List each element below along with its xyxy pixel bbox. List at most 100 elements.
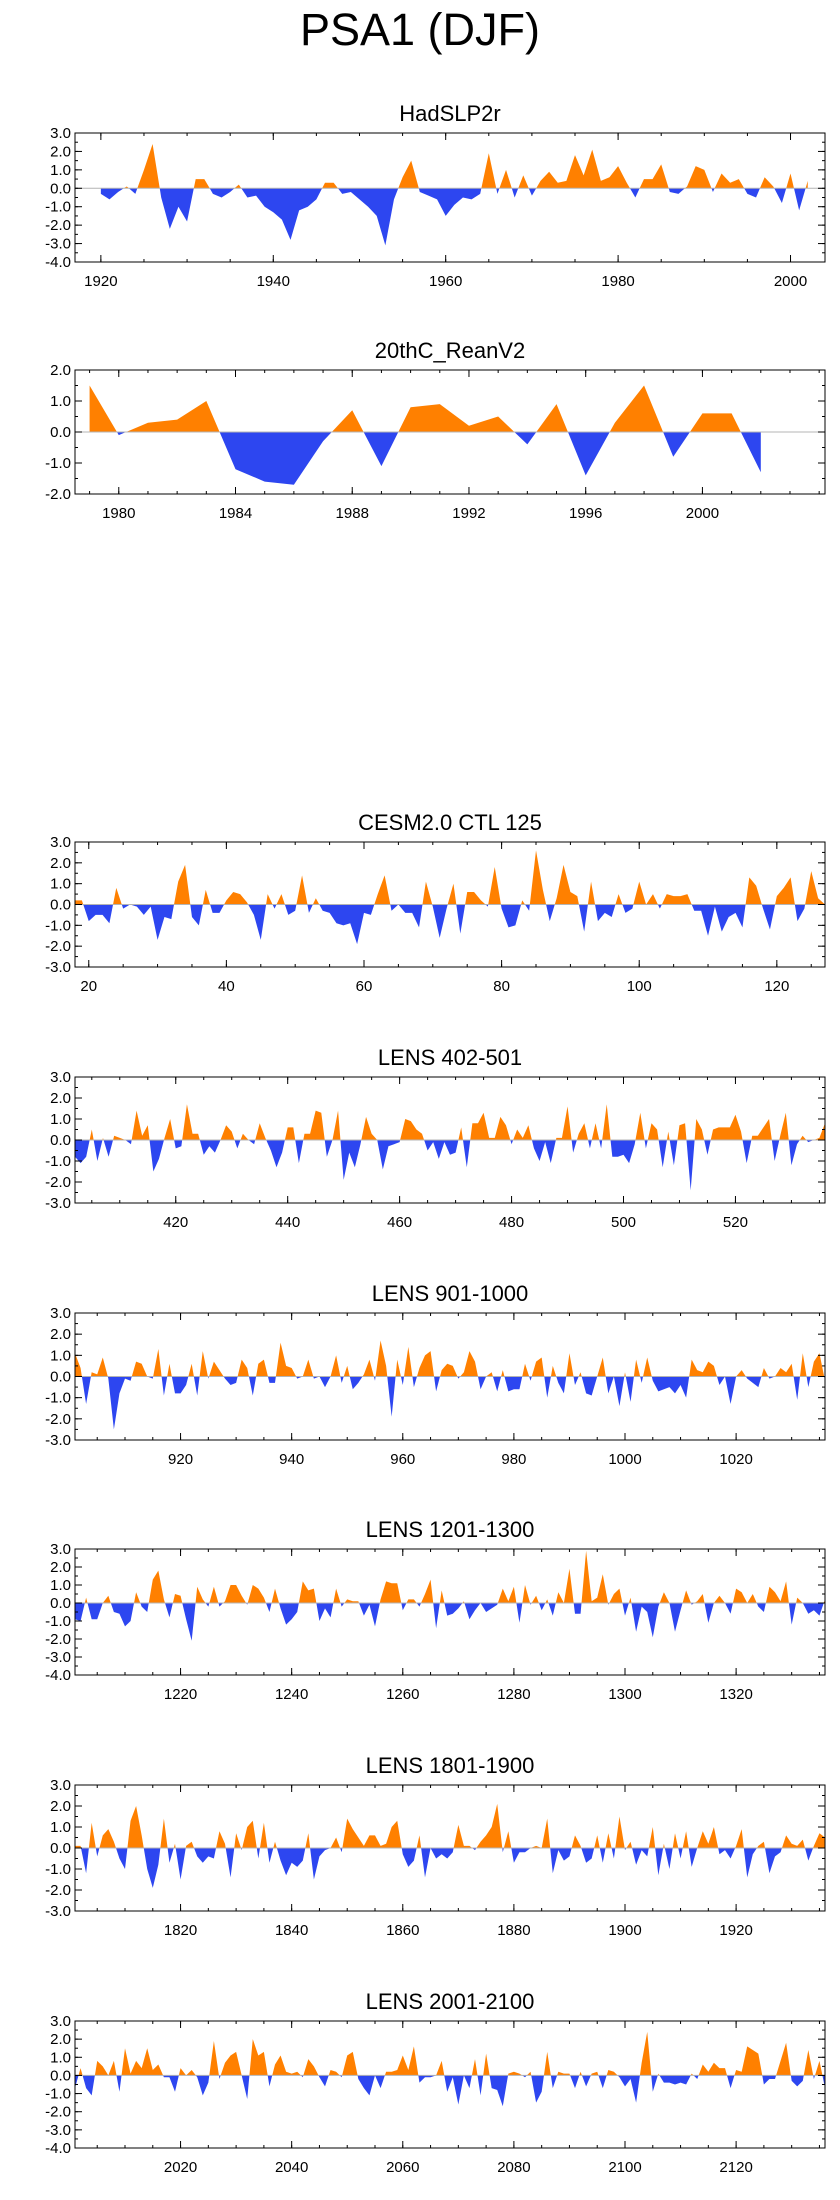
x-tick-label: 80: [493, 978, 510, 995]
x-tick-label: 1320: [719, 1686, 752, 1703]
panel-title: LENS 901-1000: [372, 1281, 529, 1306]
y-tick-label: 0.0: [50, 180, 71, 197]
panel-7: LENS 1801-1900 3.0 2.0 1.0 0.0 -1.0 -2.0 -3.0 18…: [45, 1753, 826, 1939]
x-tick-label: 420: [163, 1214, 188, 1231]
y-tick-label: 1.0: [50, 1819, 71, 1836]
y-tick-label: -2.0: [45, 1631, 71, 1648]
panel-title: LENS 1801-1900: [366, 1753, 535, 1778]
panel-title: LENS 1201-1300: [366, 1517, 535, 1542]
negative-area: [75, 1140, 825, 1191]
positive-area: [75, 1550, 825, 1603]
x-tick-label: 960: [390, 1451, 415, 1468]
positive-area: [100, 144, 808, 189]
positive-area: [75, 1104, 825, 1140]
x-tick-label: 2060: [386, 2159, 419, 2176]
y-tick-label: 2.0: [50, 2031, 71, 2048]
y-tick-label: 3.0: [50, 834, 71, 851]
y-tick-label: 1.0: [50, 1111, 71, 1128]
x-tick-label: 2020: [164, 2159, 197, 2176]
y-tick-label: -3.0: [45, 1649, 71, 1666]
panel-5: LENS 901-1000 3.0 2.0 1.0 0.0 -1.0 -2.0 -3.0 920…: [45, 1281, 826, 1468]
positive-area: [75, 2031, 825, 2076]
y-tick-label: 2.0: [50, 1326, 71, 1343]
y-tick-label: 1.0: [50, 876, 71, 893]
x-tick-label: 1300: [608, 1686, 641, 1703]
y-tick-label: -1.0: [45, 917, 71, 934]
x-tick-label: 520: [723, 1214, 748, 1231]
y-tick-label: 2.0: [50, 143, 71, 160]
y-tick-label: -3.0: [45, 2122, 71, 2139]
y-tick-label: -4.0: [45, 254, 71, 271]
panel-3: CESM2.0 CTL 125 3.0 2.0 1.0 0.0 -1.0 -2.0 -3.0 2…: [45, 810, 826, 995]
x-tick-label: 120: [764, 978, 789, 995]
x-tick-label: 2040: [275, 2159, 308, 2176]
y-tick-label: 0.0: [50, 424, 71, 441]
y-tick-label: 1.0: [50, 2049, 71, 2066]
y-tick-label: 1.0: [50, 1577, 71, 1594]
y-tick-label: 0.0: [50, 897, 71, 914]
panel-6: LENS 1201-1300 3.02.01.00.0-1.0-2.0-3.0-4…: [45, 1517, 826, 1703]
y-tick-label: -3.0: [45, 1195, 71, 1212]
y-tick-label: 0.0: [50, 1595, 71, 1612]
negative-area: [75, 2075, 825, 2107]
x-tick-label: 1000: [608, 1451, 641, 1468]
y-tick-label: -2.0: [45, 1174, 71, 1191]
x-tick-label: 1280: [497, 1686, 530, 1703]
x-tick-label: 440: [275, 1214, 300, 1231]
y-tick-label: -2.0: [45, 1882, 71, 1899]
panel-1: HadSLP2r 3.02.0 1.00.0 -1.0-2.0 -3.0-4.0 1920…: [45, 101, 826, 290]
x-tick-label: 1996: [569, 505, 602, 522]
panel-title: LENS 2001-2100: [366, 1989, 535, 2014]
panel-title: HadSLP2r: [399, 101, 501, 126]
y-tick-label: -2.0: [45, 938, 71, 955]
x-tick-label: 20: [80, 978, 97, 995]
y-tick-label: 3.0: [50, 1541, 71, 1558]
y-tick-label: -3.0: [45, 1432, 71, 1449]
y-tick-label: -4.0: [45, 1667, 71, 1684]
x-tick-label: 1240: [275, 1686, 308, 1703]
panel-title: 20thC_ReanV2: [375, 338, 525, 363]
y-tick-label: -3.0: [45, 1903, 71, 1920]
y-tick-label: -1.0: [45, 1861, 71, 1878]
negative-area: [75, 904, 825, 945]
x-tick-label: 1984: [219, 505, 252, 522]
x-tick-label: 460: [387, 1214, 412, 1231]
x-tick-label: 1880: [497, 1922, 530, 1939]
panel-2: 20thC_ReanV2 2.0 1.0 0.0 -1.0 -2.0 1980 1984 198…: [45, 338, 826, 522]
x-tick-label: 1260: [386, 1686, 419, 1703]
y-tick-label: -2.0: [45, 486, 71, 503]
negative-area: [75, 1376, 825, 1430]
y-tick-label: -1.0: [45, 1390, 71, 1407]
x-tick-label: 1992: [452, 505, 485, 522]
y-tick-label: -1.0: [45, 199, 71, 216]
negative-area: [100, 188, 808, 246]
positive-area: [75, 1803, 825, 1848]
panel-8: LENS 2001-2100 3.02.01.00.0 -1.0-2.0-3.0-4…: [45, 1989, 826, 2176]
positive-area: [75, 850, 825, 905]
y-tick-label: 3.0: [50, 2013, 71, 2030]
x-tick-label: 1920: [719, 1922, 752, 1939]
y-tick-label: -2.0: [45, 217, 71, 234]
x-tick-label: 500: [611, 1214, 636, 1231]
negative-area: [75, 1603, 825, 1641]
y-tick-label: -3.0: [45, 959, 71, 976]
y-tick-label: 1.0: [50, 393, 71, 410]
x-tick-label: 100: [627, 978, 652, 995]
y-tick-label: 2.0: [50, 1090, 71, 1107]
y-tick-label: 2.0: [50, 1559, 71, 1576]
figure-title: PSA1 (DJF): [299, 4, 541, 55]
y-tick-label: -3.0: [45, 236, 71, 253]
negative-area: [89, 432, 761, 485]
y-tick-label: 2.0: [50, 855, 71, 872]
y-tick-label: 3.0: [50, 125, 71, 142]
positive-area: [75, 1340, 825, 1377]
y-tick-label: 3.0: [50, 1777, 71, 1794]
x-tick-label: 2100: [608, 2159, 641, 2176]
y-tick-label: 1.0: [50, 162, 71, 179]
y-tick-label: 1.0: [50, 1347, 71, 1364]
x-tick-label: 1900: [608, 1922, 641, 1939]
panel-title: LENS 402-501: [378, 1045, 522, 1070]
y-tick-label: 2.0: [50, 362, 71, 379]
y-tick-label: 0.0: [50, 1369, 71, 1386]
